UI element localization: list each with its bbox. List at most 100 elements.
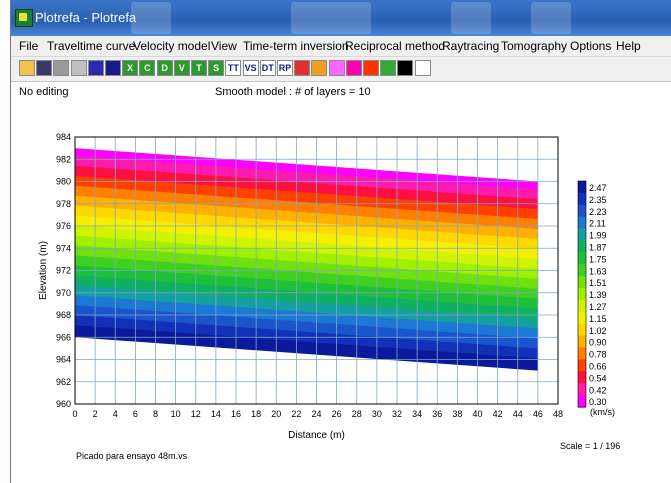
x-axis-label: Distance (m) xyxy=(288,430,345,441)
x-tick-label: 40 xyxy=(472,409,482,419)
colorbar-label: 1.15 xyxy=(589,314,607,324)
vs-icon[interactable]: VS xyxy=(242,60,259,76)
colorbar-label: 0.78 xyxy=(589,350,607,360)
title-bar[interactable]: Plotrefa - Plotrefa xyxy=(11,0,671,36)
palette-icon[interactable] xyxy=(345,60,362,76)
x-tick-label: 12 xyxy=(191,409,201,419)
blue-square-icon[interactable] xyxy=(105,60,121,76)
colorbar-label: 2.47 xyxy=(589,183,607,193)
y-tick-label: 970 xyxy=(56,288,71,298)
blue-square-icon[interactable] xyxy=(87,60,104,76)
colorbar: 2.47 2.35 2.23 2.11 1.99 1.871.75 1.63 1.51 1.39… xyxy=(577,180,607,408)
x-tick-label: 6 xyxy=(133,409,138,419)
x-tick-label: 36 xyxy=(432,409,442,419)
model-status: Smooth model : # of layers = 10 xyxy=(215,86,371,98)
colorbar-label: 2.23 xyxy=(589,207,607,217)
save-icon[interactable] xyxy=(36,60,53,76)
colorbar-swatch xyxy=(578,347,586,360)
green-d-icon[interactable]: D xyxy=(156,60,173,76)
colorbar-label: 1.02 xyxy=(589,326,607,336)
x-tick-label: 48 xyxy=(553,409,563,419)
colorbar-unit: (km/s) xyxy=(590,407,615,417)
x-tick-label: 30 xyxy=(372,409,382,419)
colorbar-label: 0.54 xyxy=(589,373,607,383)
pick-icon[interactable] xyxy=(70,60,87,76)
colorbar-icon[interactable] xyxy=(363,60,379,76)
y-tick-label: 974 xyxy=(56,243,71,253)
x-tick-label: 44 xyxy=(513,409,523,419)
menu-help[interactable]: Help xyxy=(616,39,641,53)
menu-options[interactable]: Options xyxy=(570,39,612,53)
menu-raytracing[interactable]: Raytracing xyxy=(442,39,500,53)
menu-reciprocal-method[interactable]: Reciprocal method xyxy=(345,39,446,53)
colorbar-swatch xyxy=(578,216,586,230)
x-tick-label: 26 xyxy=(332,409,342,419)
x-tick-label: 20 xyxy=(271,409,281,419)
green-v-icon[interactable]: V xyxy=(173,60,190,76)
x-tick-label: 2 xyxy=(93,409,98,419)
x-tick-label: 10 xyxy=(171,409,181,419)
colorbar-label: 0.42 xyxy=(589,385,607,395)
y-tick-label: 976 xyxy=(56,221,71,231)
y-tick-label: 968 xyxy=(56,310,71,320)
dt-icon[interactable]: DT xyxy=(259,60,276,76)
y-tick-label: 984 xyxy=(56,132,71,142)
arrow-left-icon[interactable] xyxy=(294,60,311,76)
menu-file[interactable]: File xyxy=(19,39,39,53)
y-tick-label: 960 xyxy=(56,399,71,409)
x-tick-label: 16 xyxy=(231,409,241,419)
cursor-icon[interactable] xyxy=(414,60,431,76)
colorbar-swatch xyxy=(578,264,586,277)
green-s-icon[interactable]: S xyxy=(208,60,225,76)
colorbar-label: 2.35 xyxy=(589,195,607,205)
colorbar-swatch xyxy=(578,252,586,265)
colorbar-swatch xyxy=(578,395,586,408)
y-tick-label: 972 xyxy=(56,266,71,276)
plot-frame xyxy=(74,136,559,405)
colorbar-swatch xyxy=(578,300,586,313)
arrow-right-icon[interactable] xyxy=(311,60,328,76)
colorbar-label: 1.51 xyxy=(589,278,607,288)
x-tick-label: 42 xyxy=(493,409,503,419)
line-icon[interactable] xyxy=(397,60,414,76)
open-folder-icon[interactable] xyxy=(19,60,35,76)
tt-icon[interactable]: TT xyxy=(225,60,242,76)
colorbar-swatch xyxy=(578,276,586,289)
colorbar-swatch xyxy=(578,240,586,253)
colorbar-swatch xyxy=(578,181,586,194)
colorbar-label: 0.90 xyxy=(589,338,607,348)
toolbar: X C D V T S TT VS DT RP xyxy=(11,56,671,82)
menu-tomography[interactable]: Tomography xyxy=(501,39,568,53)
window-title: Plotrefa - Plotrefa xyxy=(35,10,137,25)
y-axis: 960 962 964 966 968 970 972 974 976 978 980 982 984 xyxy=(56,132,71,409)
x-tick-label: 32 xyxy=(392,409,402,419)
print-icon[interactable] xyxy=(53,60,70,76)
menu-bar: File Traveltime curve Velocity model Vie… xyxy=(11,36,671,56)
menu-traveltime-curve[interactable]: Traveltime curve xyxy=(47,39,136,53)
rp-icon[interactable]: RP xyxy=(277,60,293,76)
cut-icon[interactable] xyxy=(328,60,345,76)
colorbar-label: 1.39 xyxy=(589,290,607,300)
rainbow-icon[interactable] xyxy=(380,60,397,76)
menu-velocity-model[interactable]: Velocity model xyxy=(133,39,211,53)
menu-view[interactable]: View xyxy=(211,39,237,53)
x-tick-label: 8 xyxy=(153,409,158,419)
x-tick-label: 22 xyxy=(291,409,301,419)
x-tick-label: 38 xyxy=(452,409,462,419)
colorbar-swatch xyxy=(578,383,586,396)
y-tick-label: 978 xyxy=(56,199,71,209)
colorbar-swatch xyxy=(578,359,586,372)
y-axis-label: Elevation (m) xyxy=(38,241,49,300)
menu-time-term-inversion[interactable]: Time-term inversion xyxy=(243,39,349,53)
x-tick-label: 0 xyxy=(72,409,77,419)
green-x-icon[interactable]: X xyxy=(122,60,139,76)
file-label: Picado para ensayo 48m.vs xyxy=(76,451,188,461)
app-icon xyxy=(15,9,33,27)
colorbar-swatch xyxy=(578,204,586,218)
y-tick-label: 966 xyxy=(56,332,71,342)
colorbar-swatch xyxy=(578,311,586,325)
green-t-icon[interactable]: T xyxy=(191,60,207,76)
colorbar-label: 0.30 xyxy=(589,397,607,407)
green-c-icon[interactable]: C xyxy=(139,60,156,76)
